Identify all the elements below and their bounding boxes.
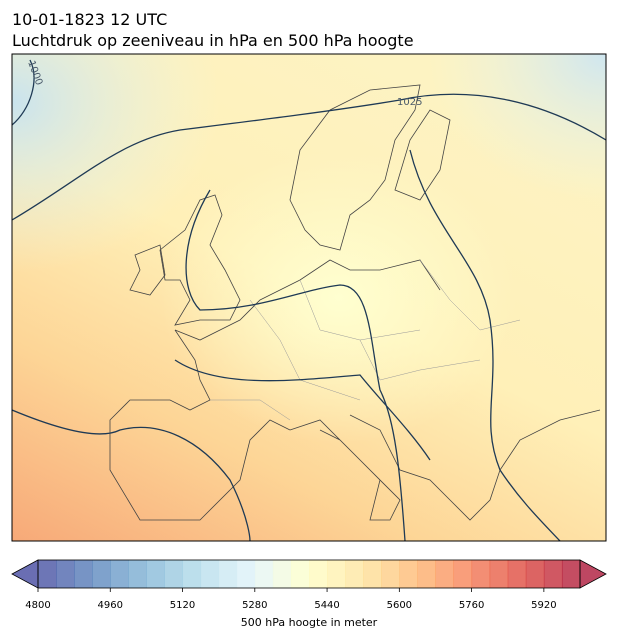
colorbar-tick-label: 4800 xyxy=(25,600,50,611)
colorbar-label: 500 hPa hoogte in meter xyxy=(241,616,378,629)
colorbar-bin xyxy=(200,560,220,588)
map: 1025 1000 xyxy=(12,54,606,541)
colorbar-tick-label: 5120 xyxy=(170,600,195,611)
colorbar-bin xyxy=(363,560,382,588)
colorbar-bin xyxy=(74,560,93,588)
colorbar-bin xyxy=(453,560,473,588)
colorbar-extend-low xyxy=(11,559,39,589)
colorbar-bin xyxy=(272,560,292,588)
colorbar-bin xyxy=(290,560,310,588)
colorbar-bin xyxy=(543,560,563,588)
colorbar-bin xyxy=(507,560,527,588)
colorbar-bin xyxy=(38,560,57,588)
colorbar-bin xyxy=(561,560,581,588)
colorbar-tick-label: 5280 xyxy=(242,600,267,611)
colorbar-bin xyxy=(182,560,202,588)
colorbar-bin xyxy=(327,560,346,588)
colorbar: 4800 4960 5120 5280 5440 5600 5760 5920 500 hPa … xyxy=(11,559,607,629)
colorbar-tick-label: 5920 xyxy=(531,600,556,611)
colorbar-bin xyxy=(309,560,328,588)
colorbar-bin xyxy=(435,560,455,588)
subtitle: Luchtdruk op zeeniveau in hPa en 500 hPa… xyxy=(12,31,414,50)
colorbar-bin xyxy=(128,560,147,588)
colorbar-frame xyxy=(37,559,581,589)
colorbar-bin xyxy=(525,560,545,588)
colorbar-bin xyxy=(399,560,418,588)
colorbar-tick-label: 5600 xyxy=(387,600,412,611)
colorbar-bin xyxy=(218,560,238,588)
colorbar-bin xyxy=(164,560,184,588)
colorbar-bin xyxy=(236,560,256,588)
colorbar-bin xyxy=(254,560,274,588)
colorbar-bin xyxy=(146,560,165,588)
map-frame xyxy=(11,53,607,542)
colorbar-bin xyxy=(381,560,400,588)
colorbar-bin xyxy=(417,560,436,588)
title: 10-01-1823 12 UTC xyxy=(12,10,167,29)
colorbar-bin xyxy=(56,560,75,588)
colorbar-bin xyxy=(92,560,111,588)
colorbar-tick-label: 4960 xyxy=(98,600,123,611)
colorbar-bin xyxy=(345,560,364,588)
colorbar-bin xyxy=(471,560,491,588)
colorbar-tick-label: 5760 xyxy=(459,600,484,611)
colorbar-tick-label: 5440 xyxy=(314,600,339,611)
colorbar-extend-high xyxy=(579,559,607,589)
colorbar-bin xyxy=(489,560,509,588)
contour-label: 1025 xyxy=(397,97,422,108)
colorbar-bin xyxy=(110,560,129,588)
